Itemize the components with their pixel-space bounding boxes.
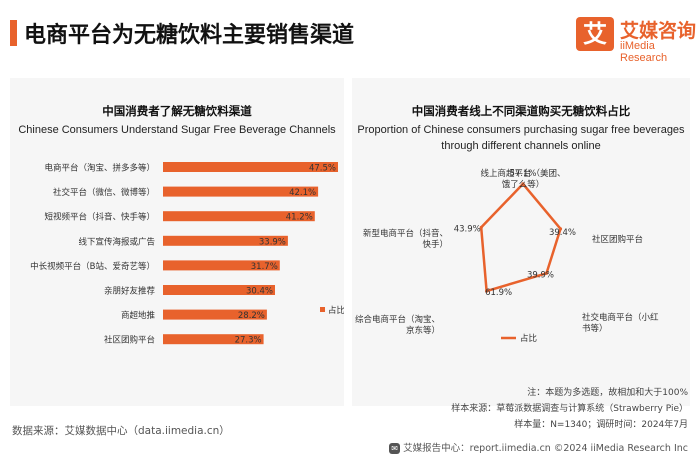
radar-category-label: 新型电商平台（抖音、快手） [363,228,448,250]
bar [163,309,267,320]
bar-category-label: 社区团购平台 [104,335,155,346]
logo-text-en: iiMedia Research [620,40,668,64]
bar-value-label: 31.7% [251,262,278,272]
bar [163,211,315,222]
radar-chart-title: 中国消费者线上不同渠道购买无糖饮料占比 [411,104,631,118]
bar-value-label: 41.2% [286,213,313,223]
bar-chart-subtitle: Chinese Consumers Understand Sugar Free … [18,124,336,136]
bar-category-label: 商超地推 [121,310,156,321]
bar [163,235,288,246]
bar [163,186,319,197]
title-accent-bar [10,20,17,46]
logo-icon: 艾 [576,17,614,51]
radar-chart-subtitle: Proportion of Chinese consumers purchasi… [352,122,690,154]
radar-legend-label: 占比 [520,333,537,344]
radar-category-label: 综合电商平台（淘宝、京东等） [355,314,440,336]
bar-category-label: 短视频平台（抖音、快手等） [44,212,155,223]
bar-chart-title: 中国消费者了解无糖饮料渠道 [102,104,252,118]
radar-value-label: 57.1% [509,169,536,179]
radar-point [558,227,563,231]
radar-point [479,225,483,230]
radar-value-label: 39.4% [549,228,576,238]
radar-chart: 57.1% 39.4% 39.9% 61.9% 43.9% 线上商超平台（美团、饿了么等）… [355,168,659,344]
radar-chart-panel: 中国消费者线上不同渠道购买无糖饮料占比 Proportion of Chines… [352,78,690,406]
note-line-1: 注：本题为多选题，故相加和大于100% [527,388,688,398]
bar-value-label: 28.2% [238,311,265,321]
bar-value-label: 27.3% [235,336,262,346]
note-line-3: 样本量：N=1340；调研时间：2024年7月 [514,420,688,430]
radar-value-label: 39.9% [527,270,554,280]
bar-value-label: 30.4% [246,287,273,297]
radar-chart-subtitle-line-1: Proportion of Chinese consumers purchasi… [357,124,685,136]
radar-point [485,289,489,293]
bar-category-label: 电商平台（淘宝、拼多多等） [44,163,155,174]
page-title: 电商平台为无糖饮料主要销售渠道 [24,23,355,48]
bar-value-label: 33.9% [259,237,286,247]
bar-chart: 电商平台（淘宝、拼多多等） 47.5% 社交平台（微信、微博等） 42.1% 短视频平台… [30,162,344,346]
bar-value-label: 42.1% [289,188,316,198]
bar-legend-label: 占比 [328,305,344,316]
bar [163,260,280,271]
radar-category-label: 社区团购平台 [592,234,643,245]
bar-category-label: 亲朋好友推荐 [104,286,156,297]
radar-category-label: 线上商超平台（美团、饿了么等） [480,168,565,190]
bar-value-label: 47.5% [309,164,336,174]
note-line-2: 样本来源：草莓派数据调查与计算系统（Strawberry Pie） [451,404,688,414]
radar-series-line [479,182,562,293]
bar-category-label: 线下宣传海报或广告 [78,236,155,247]
radar-point [521,182,525,186]
bar [163,162,338,172]
bar-legend-swatch [320,307,325,312]
bar [163,334,264,345]
radar-value-label: 43.9% [454,224,481,234]
radar-value-label: 61.9% [485,288,512,298]
bar [163,285,275,295]
bar-category-label: 中长视频平台（B站、爱奇艺等） [30,261,155,272]
footer: ✉ 艾媒报告中心：report.iimedia.cn ©2024 iiMedia … [389,440,688,454]
logo-text-cn: 艾媒咨询 [620,20,697,42]
footer-text: 艾媒报告中心：report.iimedia.cn ©2024 iiMedia R… [403,443,688,454]
bar-category-label: 社交平台（微信、微博等） [53,187,155,198]
radar-category-label: 社交电商平台（小红书等） [582,312,659,334]
report-center-icon: ✉ [389,443,401,454]
bar-chart-panel: 中国消费者了解无糖饮料渠道 Chinese Consumers Understa… [10,78,344,406]
radar-chart-subtitle-line-2: through different channels online [441,140,601,152]
data-source: 数据来源：艾媒数据中心（data.iimedia.cn） [12,425,230,437]
radar-point [544,271,549,275]
